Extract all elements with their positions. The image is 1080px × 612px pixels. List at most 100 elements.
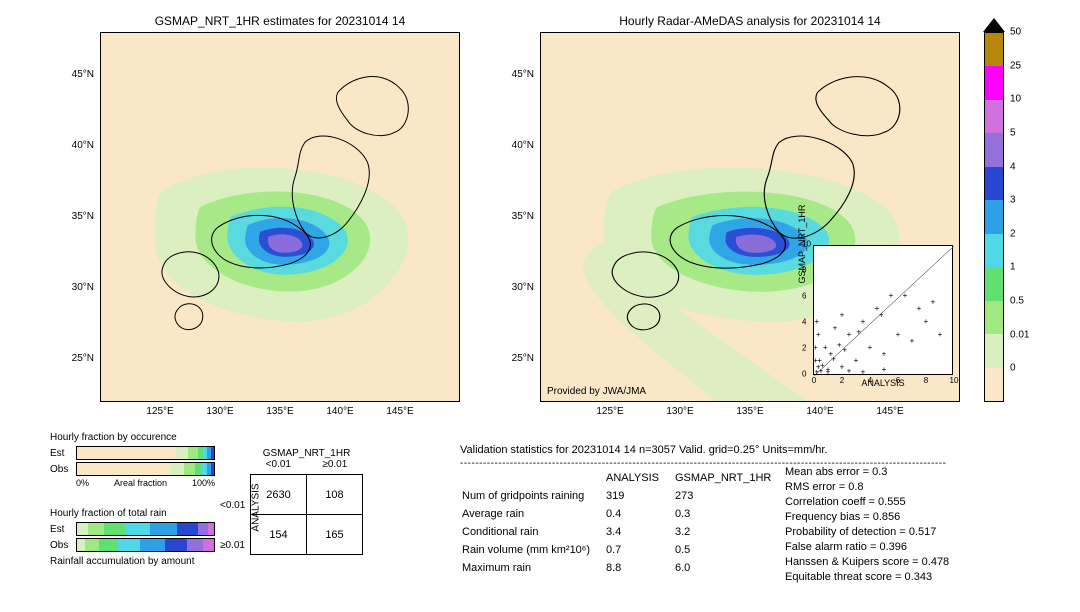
vt-label: Maximum rain [462,560,604,576]
colorbar-tick: 3 [1010,195,1016,206]
inset-xtick: 2 [840,376,844,385]
left-map-panel: 45°N40°N35°N30°N25°N 125°E130°E135°E140°… [100,32,460,402]
vt-b: 6.0 [675,560,785,576]
hbar-segment [211,447,214,459]
vt-label: Conditional rain [462,524,604,540]
inset-xtick: 10 [950,376,959,385]
hbar-row-label: Obs [50,540,76,551]
score-line: Hanssen & Kuipers score = 0.478 [785,556,949,568]
vt-b: 0.5 [675,542,785,558]
hbar-segment [77,447,176,459]
colorbar-segment [985,267,1003,300]
cont-row-labels: <0.01 ≥0.01 [220,486,245,566]
svg-text:+: + [833,324,838,333]
ytick: 45°N [72,69,94,80]
vt-h1: ANALYSIS [606,470,673,486]
ytick: 35°N [512,211,534,222]
xtick: 125°E [596,406,623,417]
inset-xtick: 0 [812,376,816,385]
svg-text:+: + [854,356,859,365]
colorbar: 502510543210.50.010 [984,32,1064,402]
cont-grid: 2630 108 154 165 [250,474,363,555]
svg-text:+: + [931,298,936,307]
cont-title: GSMAP_NRT_1HR [250,448,363,459]
cont-cell-11: 165 [307,515,363,555]
ytick: 25°N [512,353,534,364]
hbar-segment [125,523,150,535]
hbar-segment [77,463,170,475]
hbar-tick-1: 100% [192,478,215,488]
svg-text:+: + [842,346,847,355]
vt-a: 0.7 [606,542,673,558]
left-map [100,32,460,402]
svg-text:+: + [856,327,861,336]
svg-text:+: + [826,368,831,376]
vt-b: 273 [675,488,785,504]
svg-text:+: + [868,343,873,352]
svg-text:+: + [840,363,845,372]
vt-a: 8.8 [606,560,673,576]
hbar-segment [177,523,198,535]
score-line: Probability of detection = 0.517 [785,526,949,538]
hbar-segment [77,539,85,551]
score-line: Frequency bias = 0.856 [785,511,949,523]
svg-text:+: + [847,330,852,339]
svg-text:+: + [823,343,828,352]
hbar-track [76,462,215,476]
hbar-segment [198,523,209,535]
xtick: 135°E [736,406,763,417]
inset-xtick: 8 [924,376,928,385]
hbar-occ-axis: 0% Areal fraction 100% [76,478,215,488]
right-map-panel: Provided by JWA/JMA ++++++++++++++++++++… [540,32,960,402]
hbar-track [76,522,215,536]
svg-text:+: + [837,340,842,349]
colorbar-tick: 4 [1010,161,1016,172]
svg-text:+: + [896,330,901,339]
hbar-totalrain: Hourly fraction of total rain EstObs Rai… [50,508,215,570]
cont-row-0: <0.01 [220,486,245,526]
scatter-xlabel: ANALYSIS [814,378,952,388]
colorbar-tick: 50 [1010,27,1021,38]
vt-label: Average rain [462,506,604,522]
hbar-segment [176,447,188,459]
colorbar-tick: 10 [1010,94,1021,105]
vt-a: 3.4 [606,524,673,540]
hbar-row: Est [50,522,215,536]
xtick: 140°E [326,406,353,417]
hbar-segment [188,447,198,459]
vt-a: 319 [606,488,673,504]
colorbar-tick: 1 [1010,262,1016,273]
ytick: 25°N [72,353,94,364]
colorbar-tick: 2 [1010,228,1016,239]
svg-text:+: + [814,343,818,352]
vt-label: Num of gridpoints raining [462,488,604,504]
score-line: Equitable threat score = 0.343 [785,571,949,583]
colorbar-segment [985,368,1003,401]
svg-text:+: + [882,350,887,359]
hbar-row: Obs [50,462,215,476]
hbar-track [76,446,215,460]
left-x-axis: 125°E130°E135°E140°E145°E [100,404,460,422]
xtick: 140°E [806,406,833,417]
hbar-segment [208,523,213,535]
left-map-svg [101,33,459,401]
score-line: Correlation coeff = 0.555 [785,496,949,508]
colorbar-tick: 25 [1010,60,1021,71]
score-line: RMS error = 0.8 [785,481,949,493]
xtick: 130°E [666,406,693,417]
svg-text:+: + [847,366,852,375]
hbar-occ-title: Hourly fraction by occurence [50,432,215,443]
colorbar-box [984,32,1004,402]
score-line: False alarm ratio = 0.396 [785,541,949,553]
hbar-row-label: Est [50,448,76,459]
colorbar-over-arrow [983,18,1005,32]
svg-text:+: + [938,330,943,339]
vt-h0 [462,470,604,486]
hbar-segment [195,463,202,475]
hbar-segment [104,523,125,535]
svg-text:+: + [861,317,866,326]
hbar-rain-footer: Rainfall accumulation by amount [50,556,215,567]
svg-text:+: + [917,304,922,313]
colorbar-segment [985,334,1003,367]
validation-scores: Mean abs error = 0.3RMS error = 0.8Corre… [785,466,949,586]
